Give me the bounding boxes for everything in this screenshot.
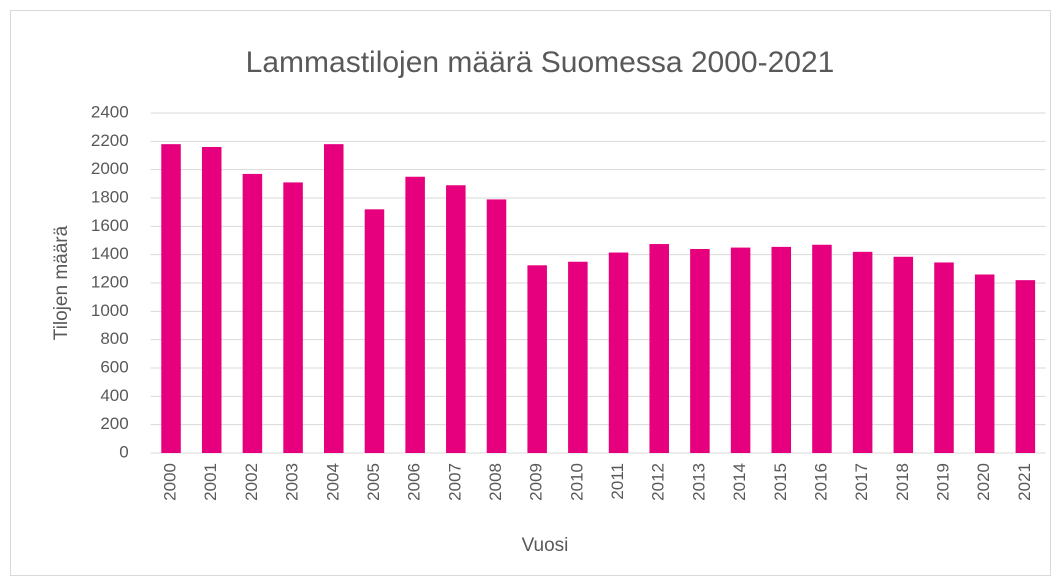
bar	[1015, 280, 1036, 453]
bar	[690, 249, 710, 453]
bar	[771, 246, 792, 453]
x-tick-label: 2014	[730, 463, 749, 501]
x-tick-label: 2021	[1015, 463, 1034, 501]
x-tick-label: 2010	[567, 463, 586, 501]
x-tick-label: 2002	[242, 463, 261, 501]
y-tick-label: 1400	[91, 244, 129, 263]
y-tick-label: 1800	[91, 187, 129, 206]
bar	[974, 274, 995, 453]
bar	[324, 144, 344, 453]
x-tick-label: 2009	[527, 463, 546, 501]
x-tick-label: 2012	[649, 463, 668, 501]
y-tick-label: 0	[119, 442, 128, 461]
y-axis-label: Tilojen määrä	[51, 225, 72, 340]
x-tick-label: 2008	[486, 463, 505, 501]
y-tick-label: 2000	[91, 159, 129, 178]
y-tick-label: 1000	[91, 301, 129, 320]
bar	[161, 144, 181, 453]
x-tick-label: 2003	[283, 463, 302, 501]
bar	[405, 176, 425, 453]
bar	[486, 199, 507, 453]
x-tick-label: 2018	[893, 463, 912, 501]
bar	[934, 262, 954, 453]
x-tick-label: 2017	[852, 463, 871, 501]
bar	[812, 244, 832, 453]
bar	[649, 244, 669, 453]
y-tick-label: 600	[100, 357, 128, 376]
x-tick-label: 2005	[364, 463, 383, 501]
bar	[608, 252, 629, 453]
x-tick-label: 2020	[974, 463, 993, 501]
y-tick-label: 800	[100, 329, 128, 348]
x-tick-label: 2013	[689, 463, 708, 501]
y-tick-label: 1200	[91, 272, 129, 291]
y-tick-label: 2400	[91, 102, 129, 121]
x-tick-label: 2007	[445, 463, 464, 501]
bar	[364, 209, 385, 453]
bar	[730, 247, 751, 453]
x-tick-label: 2019	[933, 463, 952, 501]
bar	[852, 251, 873, 453]
x-tick-label: 2000	[161, 463, 180, 501]
bar	[201, 147, 222, 453]
bar	[242, 173, 263, 453]
y-tick-label: 400	[100, 386, 128, 405]
y-tick-label: 2200	[91, 131, 129, 150]
bar	[527, 265, 547, 453]
x-tick-label: 2015	[771, 463, 790, 501]
bar	[568, 261, 588, 453]
x-tick-label: 2001	[201, 463, 220, 501]
x-axis-label: Vuosi	[522, 535, 569, 556]
x-tick-label: 2004	[323, 463, 342, 501]
x-tick-label: 2006	[405, 463, 424, 501]
y-tick-label: 200	[100, 414, 128, 433]
bar	[446, 185, 466, 453]
x-tick-label: 2016	[811, 463, 830, 501]
bar	[283, 182, 303, 453]
x-tick-label: 2011	[608, 463, 627, 500]
chart-title: Lammastilojen määrä Suomessa 2000-2021	[246, 46, 835, 79]
y-tick-label: 1600	[91, 216, 129, 235]
bar	[893, 256, 914, 453]
